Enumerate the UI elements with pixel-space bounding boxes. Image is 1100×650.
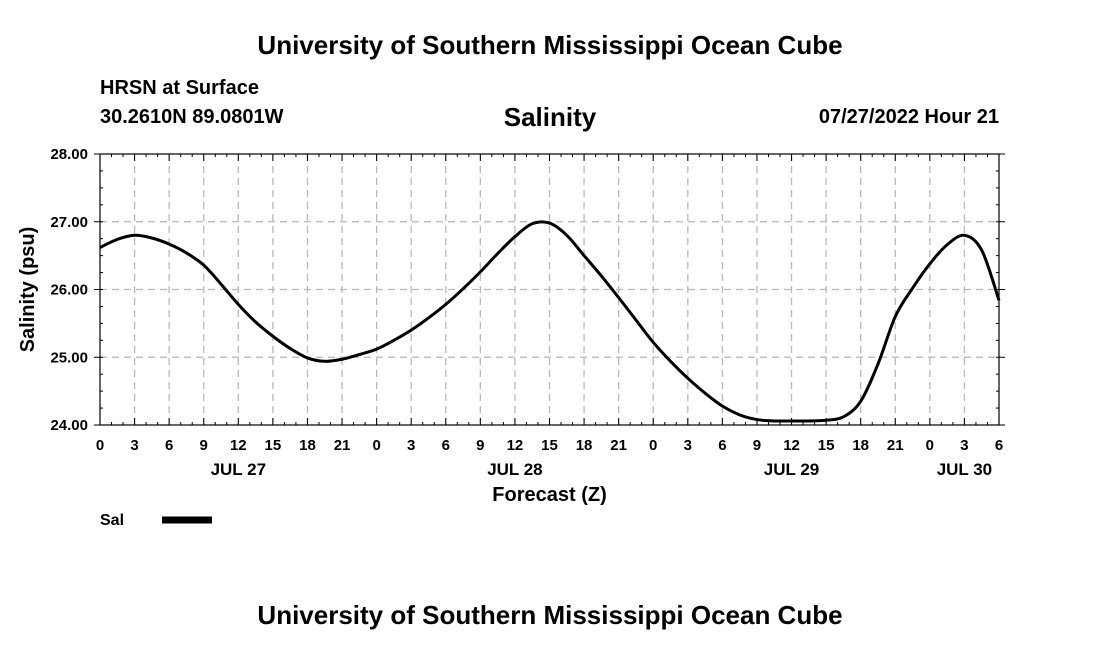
y-axis-tick-labels: 24.00 25.00 26.00 27.00 28.00 bbox=[50, 146, 88, 434]
x-axis-date-labels: JUL 27 JUL 28 JUL 29 JUL 30 bbox=[211, 460, 993, 479]
legend-label-sal: Sal bbox=[100, 512, 124, 529]
coordinates-label: 30.2610N 89.0801W bbox=[100, 106, 284, 128]
x-tick-label: 3 bbox=[130, 437, 138, 454]
x-tick-label: 15 bbox=[265, 437, 282, 454]
x-tick-label: 18 bbox=[576, 437, 593, 454]
x-tick-label: 18 bbox=[852, 437, 869, 454]
x-tick-label: 12 bbox=[507, 437, 524, 454]
axis-ticks bbox=[94, 153, 1005, 426]
x-tick-label: 0 bbox=[649, 437, 657, 454]
x-tick-label: 6 bbox=[165, 437, 173, 454]
x-tick-label: 0 bbox=[372, 437, 380, 454]
y-axis-label: Salinity (psu) bbox=[17, 227, 39, 353]
page-title: University of Southern Mississippi Ocean… bbox=[257, 30, 843, 60]
grid-lines bbox=[100, 154, 999, 425]
y-tick-label: 25.00 bbox=[50, 349, 88, 366]
x-axis-tick-labels: 0 3 6 9 12 15 18 21 0 3 6 9 12 15 18 21 0 3 6 9 12 15 18 21 0 3 6 bbox=[96, 437, 1003, 454]
date-label: JUL 29 bbox=[764, 460, 819, 479]
x-axis-label: Forecast (Z) bbox=[492, 484, 606, 506]
y-tick-label: 27.00 bbox=[50, 214, 88, 231]
y-tick-label: 26.00 bbox=[50, 282, 88, 299]
series-line-sal bbox=[99, 220, 1001, 423]
x-tick-label: 15 bbox=[818, 437, 835, 454]
footer-title: University of Southern Mississippi Ocean… bbox=[257, 600, 843, 630]
y-tick-label: 24.00 bbox=[50, 417, 88, 434]
x-tick-label: 21 bbox=[887, 437, 904, 454]
x-tick-label: 9 bbox=[200, 437, 208, 454]
date-label: JUL 28 bbox=[487, 460, 542, 479]
station-label: HRSN at Surface bbox=[100, 77, 259, 99]
x-tick-label: 21 bbox=[334, 437, 351, 454]
x-tick-label: 3 bbox=[684, 437, 692, 454]
x-tick-label: 9 bbox=[753, 437, 761, 454]
x-tick-label: 12 bbox=[230, 437, 247, 454]
x-tick-label: 3 bbox=[407, 437, 415, 454]
date-label: JUL 30 bbox=[937, 460, 992, 479]
x-tick-label: 12 bbox=[783, 437, 800, 454]
x-tick-label: 6 bbox=[442, 437, 450, 454]
x-tick-label: 6 bbox=[718, 437, 726, 454]
x-tick-label: 0 bbox=[926, 437, 934, 454]
x-tick-label: 15 bbox=[541, 437, 558, 454]
x-tick-label: 3 bbox=[960, 437, 968, 454]
x-tick-label: 0 bbox=[96, 437, 104, 454]
x-tick-label: 6 bbox=[995, 437, 1003, 454]
x-tick-label: 21 bbox=[610, 437, 627, 454]
chart-title: Salinity bbox=[503, 102, 597, 132]
y-tick-label: 28.00 bbox=[50, 146, 88, 163]
date-label: JUL 27 bbox=[211, 460, 266, 479]
x-tick-label: 9 bbox=[476, 437, 484, 454]
datetime-label: 07/27/2022 Hour 21 bbox=[818, 106, 999, 128]
x-tick-label: 18 bbox=[299, 437, 316, 454]
